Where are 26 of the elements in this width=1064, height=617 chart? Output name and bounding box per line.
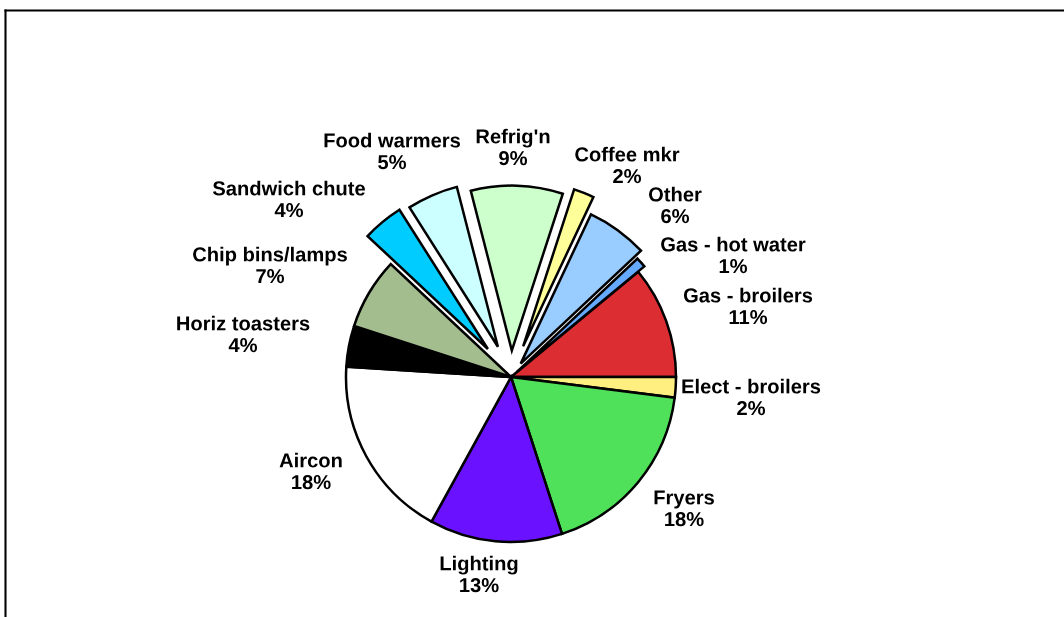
slice-label: Elect - broilers xyxy=(682,378,821,394)
data-label: 4% xyxy=(228,338,258,353)
data-label: 2% xyxy=(737,400,766,416)
slice-label: Food warmers xyxy=(324,132,460,148)
data-label: 7% xyxy=(256,269,285,284)
slice-label: Gas - broilers xyxy=(683,287,813,303)
slice-label: Other xyxy=(648,186,702,202)
slice-label: Chip bins/lamps xyxy=(193,246,347,266)
slice-label: Refrig'n xyxy=(476,128,550,148)
slice-label: Coffee mkr xyxy=(575,146,680,162)
slice-label: Lighting xyxy=(440,555,518,575)
data-label: 4% xyxy=(274,203,304,218)
slice-label: Aircon xyxy=(279,452,342,468)
slice-label: Sandwich chute xyxy=(212,180,365,196)
slice-label: Horiz toasters xyxy=(177,315,310,331)
data-label: 2% xyxy=(613,168,642,184)
data-label: 9% xyxy=(499,151,528,166)
data-label: 18% xyxy=(292,474,331,490)
data-label: 1% xyxy=(719,259,748,274)
data-label: 11% xyxy=(729,310,768,325)
slice-label: Gas - hot water xyxy=(661,236,806,252)
slice-label: Fryers xyxy=(654,490,714,509)
data-label: 6% xyxy=(661,208,690,224)
data-label: 18% xyxy=(665,511,704,527)
data-label: 5% xyxy=(378,155,407,170)
data-label: 13% xyxy=(460,578,499,593)
